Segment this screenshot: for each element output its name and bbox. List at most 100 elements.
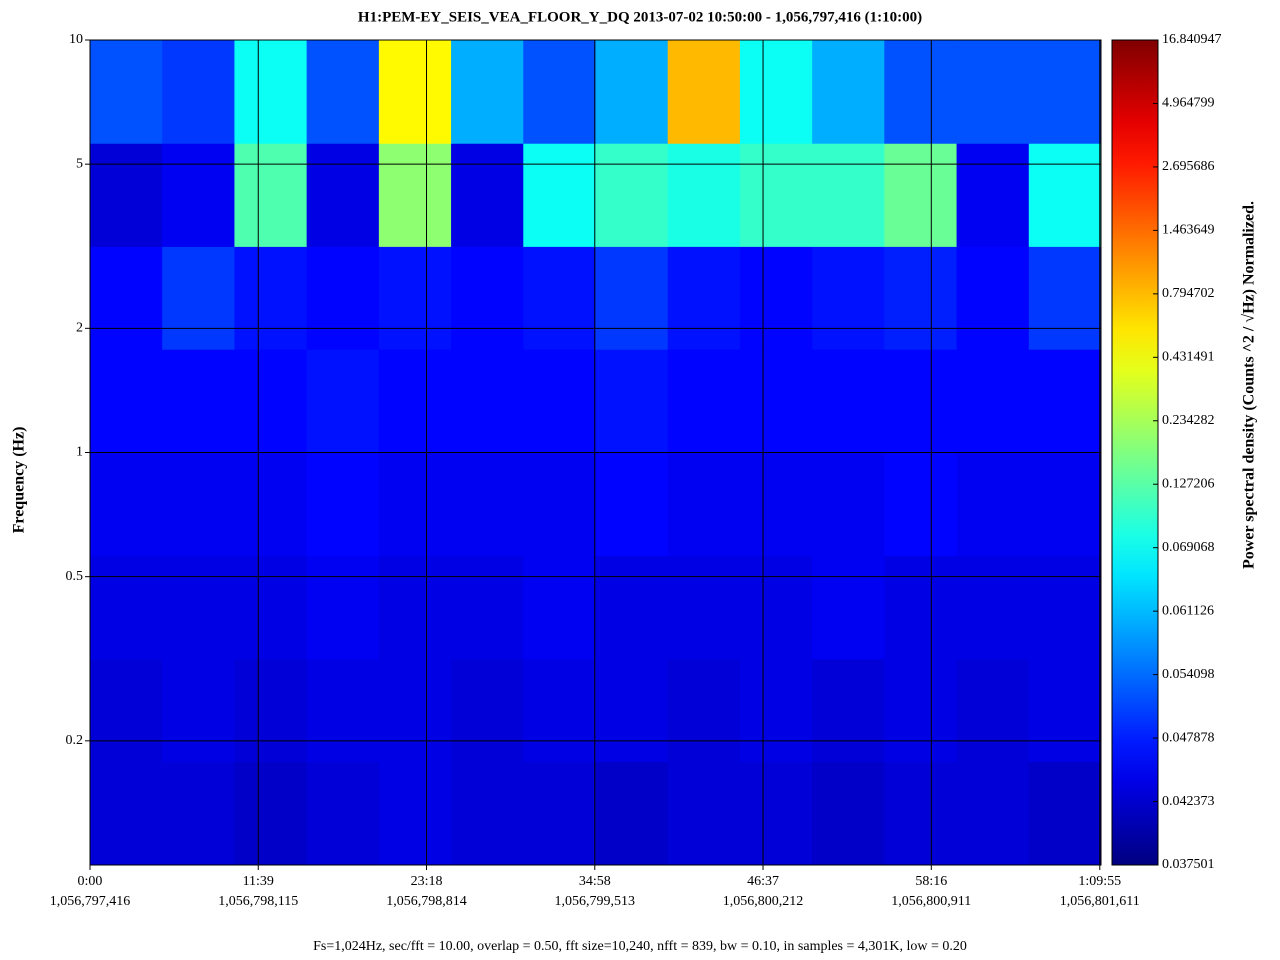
x-tick-label: 1:09:55 xyxy=(1078,874,1121,889)
heatmap-cell xyxy=(90,761,163,866)
heatmap-cell xyxy=(739,143,813,247)
colorbar-tick-label: 0.037501 xyxy=(1162,857,1215,872)
heatmap-cell xyxy=(884,452,958,557)
y-tick-label: 0.2 xyxy=(66,733,84,748)
heatmap-cell xyxy=(884,40,958,144)
heatmap-cell xyxy=(595,658,669,763)
heatmap-cell xyxy=(595,143,669,247)
heatmap-cell xyxy=(1028,452,1102,557)
heatmap-cell xyxy=(739,761,813,866)
heatmap-cell xyxy=(884,246,958,350)
heatmap-cell xyxy=(451,246,524,350)
heatmap-cell xyxy=(667,761,741,866)
chart-title: H1:PEM-EY_SEIS_VEA_FLOOR_Y_DQ 2013-07-02… xyxy=(358,9,922,25)
heatmap-cell xyxy=(451,452,524,557)
colorbar-tick-label: 1.463649 xyxy=(1162,223,1215,238)
heatmap-cell xyxy=(234,555,308,660)
heatmap-cell xyxy=(1028,761,1102,866)
heatmap-cell xyxy=(306,143,380,247)
heatmap-cell xyxy=(162,658,235,763)
heatmap-cell xyxy=(595,349,669,453)
colorbar-tick-label: 0.047878 xyxy=(1162,730,1215,745)
heatmap-cell xyxy=(523,143,596,247)
heatmap-cell xyxy=(378,452,452,557)
heatmap-cell xyxy=(1028,40,1102,144)
heatmap-cell xyxy=(956,40,1030,144)
heatmap-cell xyxy=(1028,555,1102,660)
heatmap-cell xyxy=(234,452,308,557)
colorbar-label: Power spectral density (Counts ^2 / √Hz)… xyxy=(1241,201,1258,569)
heatmap-cell xyxy=(956,761,1030,866)
heatmap-cell xyxy=(739,40,813,144)
heatmap-cell xyxy=(90,246,163,350)
heatmap-cell xyxy=(812,349,885,453)
x-tick-label: 34:58 xyxy=(579,874,611,889)
heatmap-cell xyxy=(812,452,885,557)
y-tick-label: 2 xyxy=(76,321,83,336)
heatmap-cell xyxy=(378,658,452,763)
heatmap-cell xyxy=(812,555,885,660)
heatmap-cell xyxy=(451,349,524,453)
heatmap-cell xyxy=(90,555,163,660)
heatmap-cell xyxy=(523,658,596,763)
heatmap-cell xyxy=(595,452,669,557)
heatmap-cell xyxy=(306,40,380,144)
heatmap-cell xyxy=(234,658,308,763)
heatmap-cell xyxy=(1028,246,1102,350)
heatmap-cell xyxy=(234,40,308,144)
heatmap-cell xyxy=(523,761,596,866)
heatmap-cell xyxy=(162,452,235,557)
heatmap-cell xyxy=(523,40,596,144)
heatmap-cell xyxy=(812,761,885,866)
heatmap-cell xyxy=(739,658,813,763)
heatmap-cell xyxy=(90,658,163,763)
heatmap-cell xyxy=(739,452,813,557)
x2-tick-label: 1,056,798,814 xyxy=(386,894,467,909)
heatmap-cell xyxy=(595,555,669,660)
heatmap-cell xyxy=(595,761,669,866)
footer: Fs=1,024Hz, sec/fft = 10.00, overlap = 0… xyxy=(313,939,967,954)
heatmap-cell xyxy=(90,349,163,453)
heatmap-cell xyxy=(956,452,1030,557)
y-tick-label: 5 xyxy=(76,156,83,171)
heatmap-cell xyxy=(667,40,741,144)
colorbar-tick-label: 0.431491 xyxy=(1162,350,1215,365)
heatmap-cell xyxy=(667,452,741,557)
heatmap-cell xyxy=(667,246,741,350)
heatmap-cell xyxy=(956,658,1030,763)
x-tick-label: 11:39 xyxy=(243,874,274,889)
y-tick-label: 1 xyxy=(76,445,83,460)
colorbar-tick-label: 0.069068 xyxy=(1162,540,1215,555)
heatmap-cell xyxy=(234,246,308,350)
heatmap-cell xyxy=(162,349,235,453)
colorbar-tick-label: 0.054098 xyxy=(1162,667,1215,682)
heatmap-cell xyxy=(90,143,163,247)
x-tick-label: 0:00 xyxy=(78,874,103,889)
colorbar xyxy=(1111,39,1159,866)
heatmap-cell xyxy=(306,658,380,763)
heatmap-cell xyxy=(306,246,380,350)
heatmap-cell xyxy=(451,555,524,660)
x2-tick-label: 1,056,799,513 xyxy=(555,894,636,909)
heatmap-cell xyxy=(451,143,524,247)
heatmap-cell xyxy=(451,761,524,866)
heatmap-cell xyxy=(306,761,380,866)
heatmap-cell xyxy=(378,40,452,144)
x-tick-label: 46:37 xyxy=(747,874,779,889)
heatmap-cell xyxy=(739,349,813,453)
heatmap-cell xyxy=(234,761,308,866)
heatmap-cell xyxy=(595,246,669,350)
heatmap-cell xyxy=(812,143,885,247)
heatmap-cell xyxy=(378,349,452,453)
heatmap-cell xyxy=(956,349,1030,453)
x2-tick-label: 1,056,801,611 xyxy=(1060,894,1140,909)
heatmap-cell xyxy=(667,143,741,247)
y-tick-label: 0.5 xyxy=(66,569,84,584)
heatmap-cell xyxy=(595,40,669,144)
heatmap-cell xyxy=(523,246,596,350)
heatmap-cell xyxy=(667,658,741,763)
x2-tick-label: 1,056,800,911 xyxy=(891,894,971,909)
colorbar-tick-label: 0.042373 xyxy=(1162,794,1215,809)
heatmap-cell xyxy=(956,555,1030,660)
heatmap-cell xyxy=(378,143,452,247)
